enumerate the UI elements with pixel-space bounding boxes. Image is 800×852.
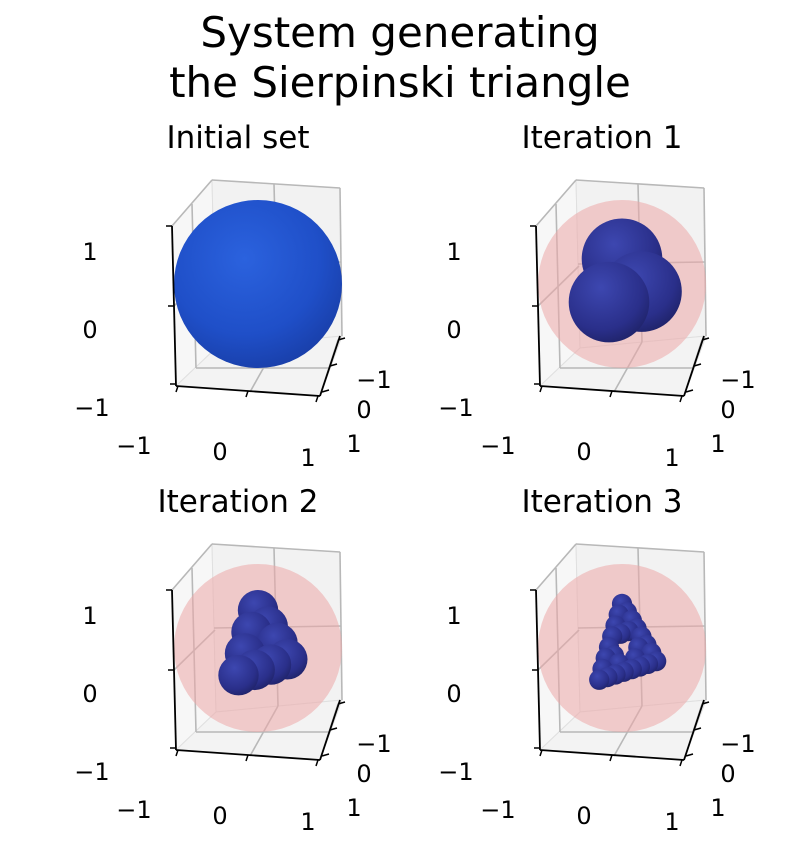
x-tick-mark [610, 755, 612, 761]
sphere [174, 200, 342, 368]
x-tick-label: 1 [664, 808, 679, 836]
x-tick-label: −1 [116, 432, 151, 460]
x-tick-label: −1 [480, 432, 515, 460]
z-tick-label: −1 [438, 758, 473, 786]
y-tick-label: −1 [720, 366, 755, 394]
y-tick-label: 0 [356, 396, 371, 424]
panel-iteration-3: 1 0 −1 −1 0 1 −1 0 1 Iteration 3 [402, 482, 800, 852]
z-tick-label: −1 [74, 758, 109, 786]
x-tick-mark [246, 755, 248, 761]
z-tick-label: −1 [74, 394, 109, 422]
x-tick-mark [316, 760, 318, 766]
y-tick-label: −1 [720, 730, 755, 758]
x-tick-mark [680, 760, 682, 766]
y-tick-label: −1 [356, 730, 391, 758]
x-tick-label: 1 [300, 444, 315, 472]
z-tick-label: −1 [438, 394, 473, 422]
figure-title-line-1: System generating [0, 8, 800, 58]
x-tick-label: 0 [212, 802, 227, 830]
x-tick-label: 0 [576, 438, 591, 466]
z-tick-label: 0 [82, 316, 97, 344]
x-tick-label: 1 [664, 444, 679, 472]
panel-initial-set: 1 0 −1 −1 0 1 −1 0 1 Initial set [38, 118, 438, 488]
x-tick-mark [610, 391, 612, 397]
panel-title: Iteration 3 [521, 484, 682, 520]
x-tick-label: 1 [300, 808, 315, 836]
x-tick-mark [316, 396, 318, 402]
panel-iteration-2: 1 0 −1 −1 0 1 −1 0 1 Iteration 2 [38, 482, 438, 852]
sphere [589, 670, 609, 690]
panel-title: Initial set [166, 120, 309, 156]
y-tick-label: 1 [346, 430, 361, 458]
panel-title: Iteration 2 [157, 484, 318, 520]
z-tick-label: 1 [82, 238, 97, 266]
initial-set-halo [538, 564, 706, 732]
y-tick-label: −1 [356, 366, 391, 394]
y-tick-label: 1 [710, 794, 725, 822]
y-tick-mark [686, 754, 693, 756]
x-tick-mark [680, 396, 682, 402]
y-tick-label: 1 [346, 794, 361, 822]
x-tick-mark [246, 391, 248, 397]
x-tick-label: −1 [480, 796, 515, 824]
figure-title: System generating the Sierpinski triangl… [0, 8, 800, 108]
y-tick-label: 1 [710, 430, 725, 458]
z-tick-label: 0 [446, 316, 461, 344]
z-tick-label: 1 [82, 602, 97, 630]
z-tick-label: 0 [82, 680, 97, 708]
y-tick-label: 0 [720, 396, 735, 424]
x-tick-label: 0 [212, 438, 227, 466]
figure-title-line-2: the Sierpinski triangle [0, 58, 800, 108]
panel-title: Iteration 1 [521, 120, 682, 156]
y-tick-mark [686, 390, 693, 392]
y-tick-label: 0 [356, 760, 371, 788]
x-tick-label: −1 [116, 796, 151, 824]
sphere [218, 655, 258, 695]
y-tick-mark [322, 390, 329, 392]
z-tick-label: 1 [446, 238, 461, 266]
x-tick-label: 0 [576, 802, 591, 830]
y-tick-label: 0 [720, 760, 735, 788]
z-tick-label: 1 [446, 602, 461, 630]
y-tick-mark [322, 754, 329, 756]
sphere [569, 262, 650, 343]
z-tick-label: 0 [446, 680, 461, 708]
panel-iteration-1: 1 0 −1 −1 0 1 −1 0 1 Iteration 1 [402, 118, 800, 488]
